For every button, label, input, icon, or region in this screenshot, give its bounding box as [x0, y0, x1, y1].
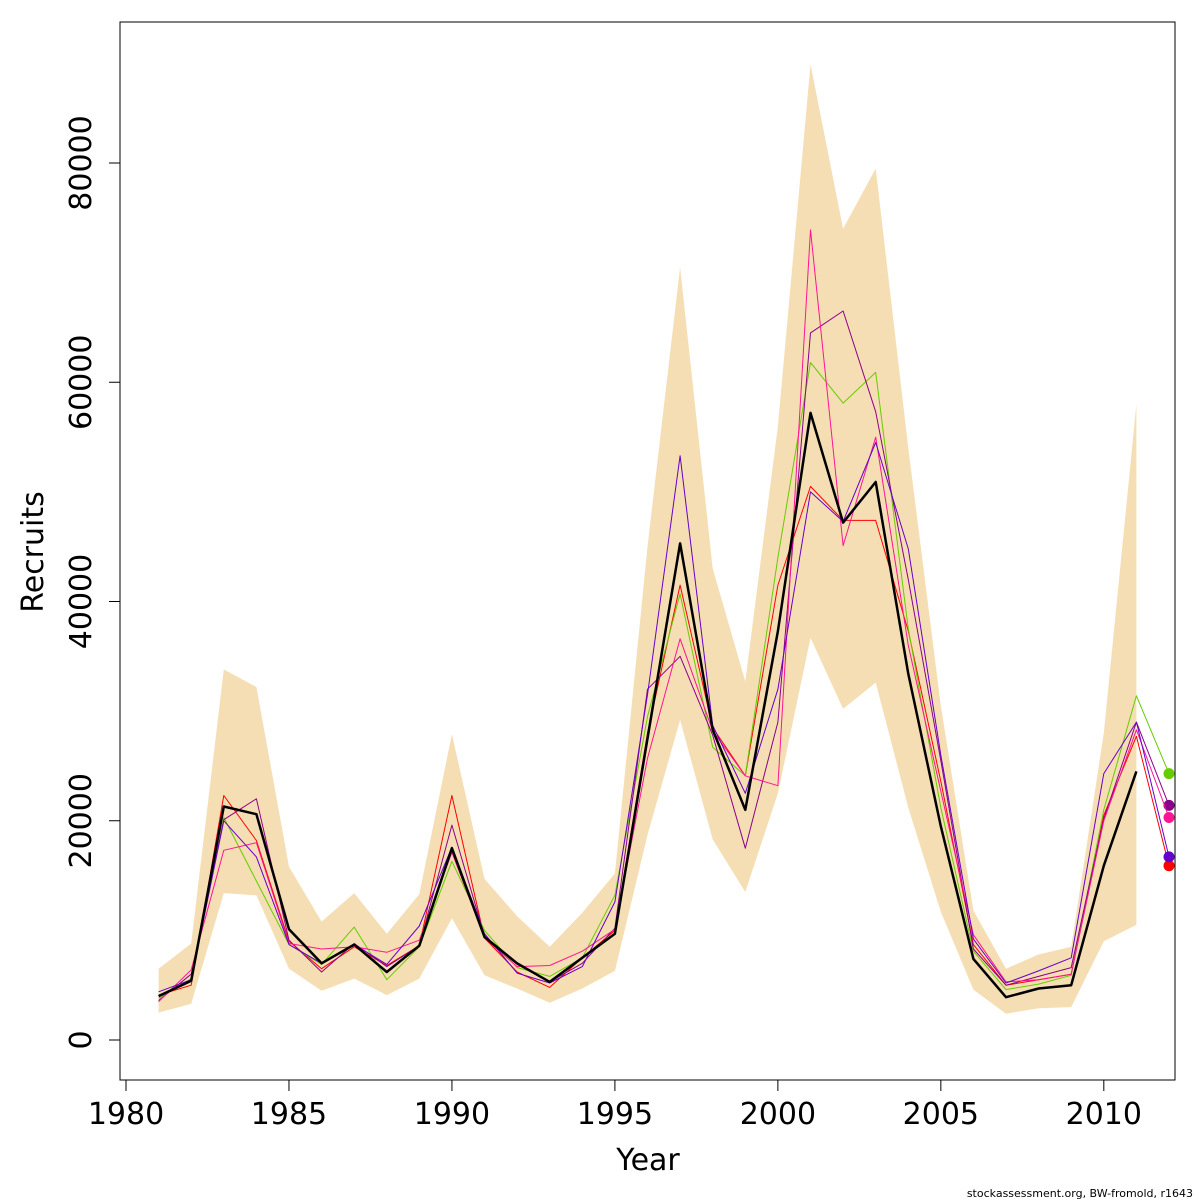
series-layer — [158, 229, 1175, 1002]
series-end-point-1 — [1163, 860, 1175, 872]
y-tick-label: 20000 — [64, 773, 99, 868]
series-line-retro-2 — [158, 362, 1170, 999]
y-tick-label: 80000 — [64, 115, 99, 210]
x-tick-label: 1990 — [414, 1097, 490, 1132]
x-tick-label: 1980 — [88, 1097, 164, 1132]
x-axis-title: Year — [615, 1143, 680, 1178]
x-axis: 1980 1985 1990 1995 2000 2005 2010 — [88, 1079, 1142, 1132]
series-line-estimate — [158, 411, 1138, 999]
series-end-point-5 — [1163, 851, 1175, 863]
series-line-retro-3 — [158, 310, 1170, 1001]
series-line-retro-4 — [158, 229, 1170, 1002]
y-axis-title: Recruits — [16, 491, 51, 613]
x-tick-label: 1995 — [577, 1097, 653, 1132]
x-tick-label: 2000 — [740, 1097, 816, 1132]
series-end-point-2 — [1163, 768, 1175, 780]
y-tick-label: 0 — [64, 1030, 99, 1049]
credit-text: stockassessment.org, BW-fromold, r1643 — [967, 1187, 1193, 1200]
x-tick-label: 2010 — [1066, 1097, 1142, 1132]
y-axis: 0 20000 40000 60000 80000 — [64, 115, 121, 1050]
x-tick-label: 2005 — [903, 1097, 979, 1132]
x-tick-label: 1985 — [251, 1097, 327, 1132]
series-end-point-4 — [1163, 812, 1175, 823]
series-end-point-3 — [1163, 799, 1175, 811]
y-tick-label: 60000 — [64, 335, 99, 430]
confidence-band-layer — [158, 64, 1137, 1014]
confidence-band — [158, 64, 1137, 1014]
y-tick-label: 40000 — [64, 554, 99, 649]
